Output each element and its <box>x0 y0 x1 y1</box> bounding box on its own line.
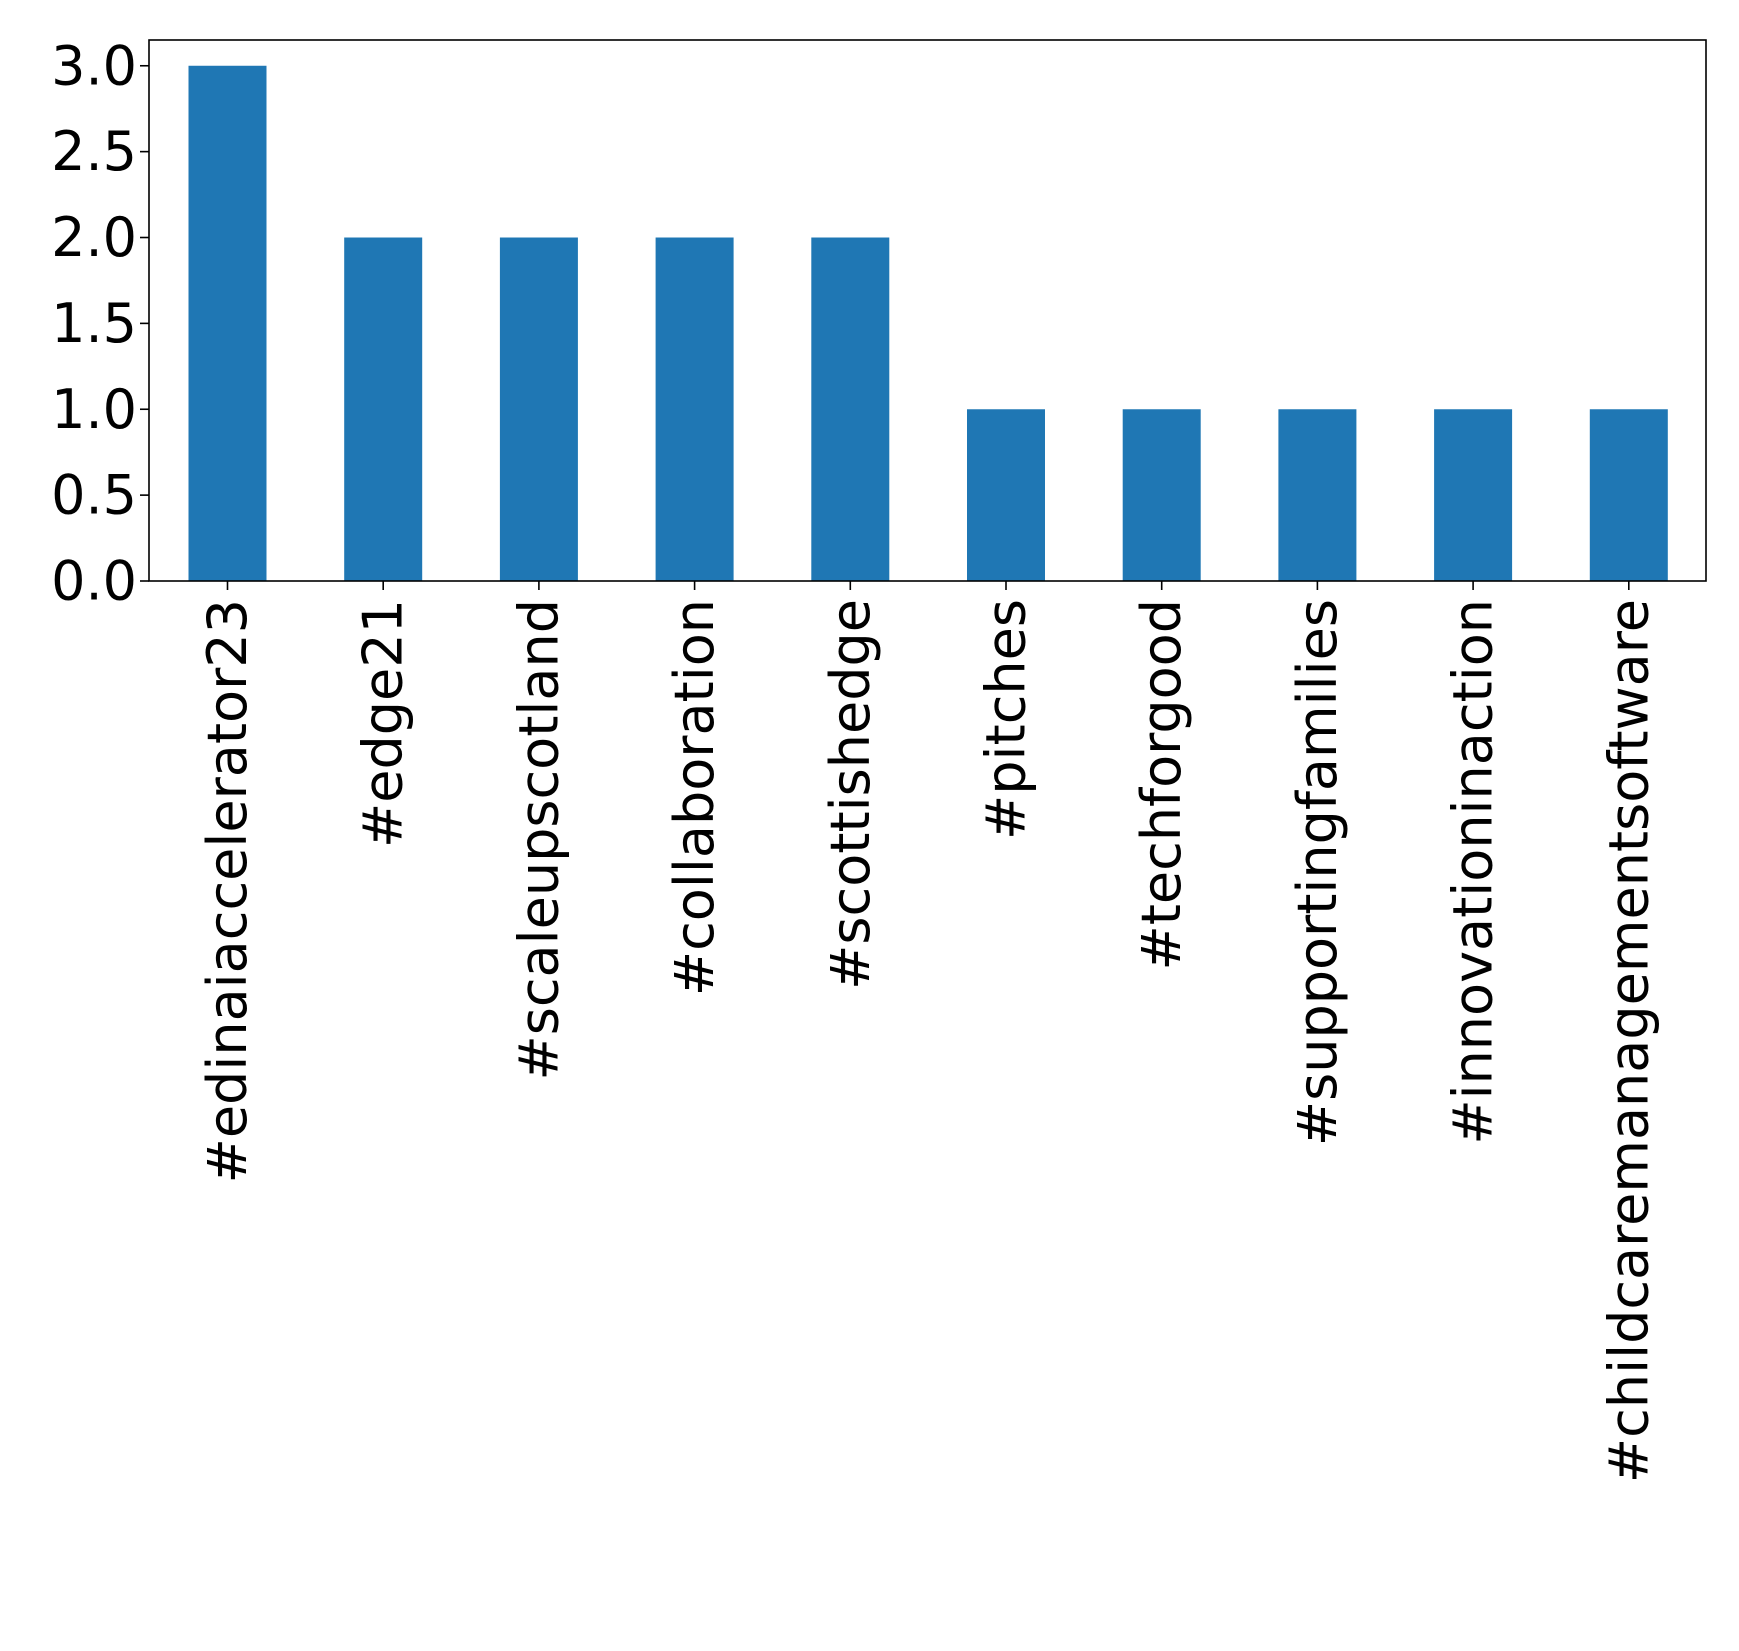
plot-frame <box>148 39 1707 582</box>
x-tick-label: #pitches <box>975 599 1038 840</box>
x-tick-label: #scaleupscotland <box>507 599 570 1081</box>
bar-edinaiaccelerator23 <box>188 65 267 581</box>
y-axis: 0.0 0.5 1.0 1.5 2.0 2.5 3.0 <box>51 34 149 613</box>
x-tick-label: #edge21 <box>352 599 415 848</box>
y-tick-label: 1.5 <box>51 292 137 355</box>
bar-edge21 <box>344 237 423 581</box>
x-tick-label: #childcaremanagementsoftware <box>1597 599 1660 1483</box>
y-tick-label: 3.0 <box>51 34 137 97</box>
x-tick-label: #scottishedge <box>819 599 882 990</box>
x-tick-label: #supportingfamilies <box>1286 599 1349 1146</box>
bars-group <box>188 65 1668 581</box>
x-tick-label: #collaboration <box>663 599 726 996</box>
bar-scaleupscotland <box>499 237 578 581</box>
y-tick-label: 0.0 <box>51 550 137 613</box>
x-tick-label: #techforgood <box>1130 599 1193 971</box>
x-axis: #edinaiaccelerator23 #edge21 #scaleupscotl… <box>196 581 1660 1483</box>
bar-innovationinaction <box>1434 409 1513 581</box>
bar-scottishedge <box>811 237 890 581</box>
x-tick-label: #edinaiaccelerator23 <box>196 599 259 1183</box>
bar-childcaremanagementsoftware <box>1589 409 1668 581</box>
y-tick-label: 2.0 <box>51 206 137 269</box>
y-tick-label: 2.5 <box>51 120 137 183</box>
y-tick-label: 0.5 <box>51 464 137 527</box>
bar-pitches <box>967 409 1045 581</box>
bar-supportingfamilies <box>1278 409 1357 581</box>
bar-techforgood <box>1122 409 1201 581</box>
x-tick-label: #innovationinaction <box>1442 599 1505 1145</box>
y-tick-label: 1.0 <box>51 378 137 441</box>
bar-collaboration <box>655 237 734 581</box>
